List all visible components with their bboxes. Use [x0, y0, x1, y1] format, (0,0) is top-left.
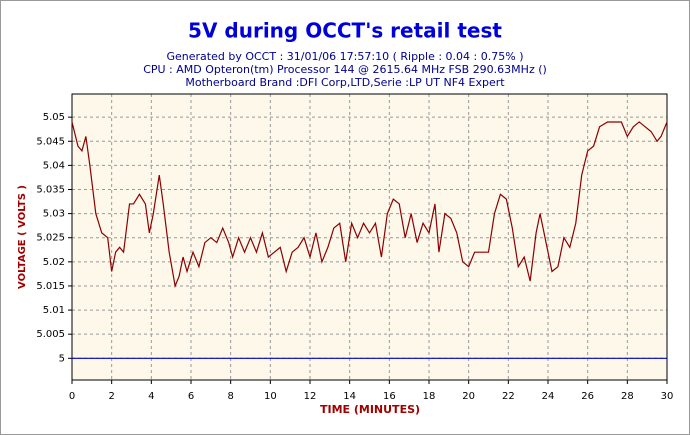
y-tick-label: 5.02	[43, 257, 65, 268]
subtitle: Motherboard Brand :DFI Corp,LTD,Serie :L…	[185, 76, 505, 89]
plot-border	[71, 93, 668, 381]
x-tick-label: 14	[343, 391, 356, 402]
x-tick-label: 2	[108, 391, 114, 402]
x-tick-label: 12	[304, 391, 317, 402]
y-tick-label: 5.025	[36, 233, 65, 244]
y-tick-label: 5.03	[43, 209, 65, 220]
x-tick-label: 28	[621, 391, 634, 402]
x-tick-label: 4	[148, 391, 154, 402]
x-tick-label: 26	[581, 391, 594, 402]
x-tick-label: 8	[227, 391, 233, 402]
y-tick-label: 5	[59, 353, 65, 364]
y-tick-label: 5.04	[43, 160, 65, 171]
chart-title: 5V during OCCT's retail test	[188, 19, 502, 43]
y-axis-label: VOLTAGE ( VOLTS )	[17, 185, 28, 289]
x-tick-label: 0	[69, 391, 75, 402]
y-tick-label: 5.01	[43, 305, 65, 316]
y-tick-label: 5.015	[36, 281, 65, 292]
y-tick-label: 5.045	[36, 136, 65, 147]
y-tick-label: 5.005	[36, 329, 65, 340]
data-line	[71, 121, 668, 289]
x-tick-label: 16	[383, 391, 396, 402]
x-tick-label: 30	[661, 391, 674, 402]
x-tick-label: 10	[264, 391, 277, 402]
x-axis-label: TIME (MINUTES)	[320, 403, 420, 416]
plot-area	[72, 94, 667, 380]
x-tick-label: 18	[423, 391, 436, 402]
y-tick-label: 5.05	[43, 112, 65, 123]
x-tick-label: 24	[542, 391, 555, 402]
x-tick-label: 22	[502, 391, 515, 402]
x-tick-label: 6	[188, 391, 194, 402]
subtitle: Generated by OCCT : 31/01/06 17:57:10 ( …	[167, 50, 524, 63]
y-tick-label: 5.035	[36, 184, 65, 195]
subtitle: CPU : AMD Opteron(tm) Processor 144 @ 26…	[143, 63, 547, 76]
x-tick-label: 20	[462, 391, 475, 402]
